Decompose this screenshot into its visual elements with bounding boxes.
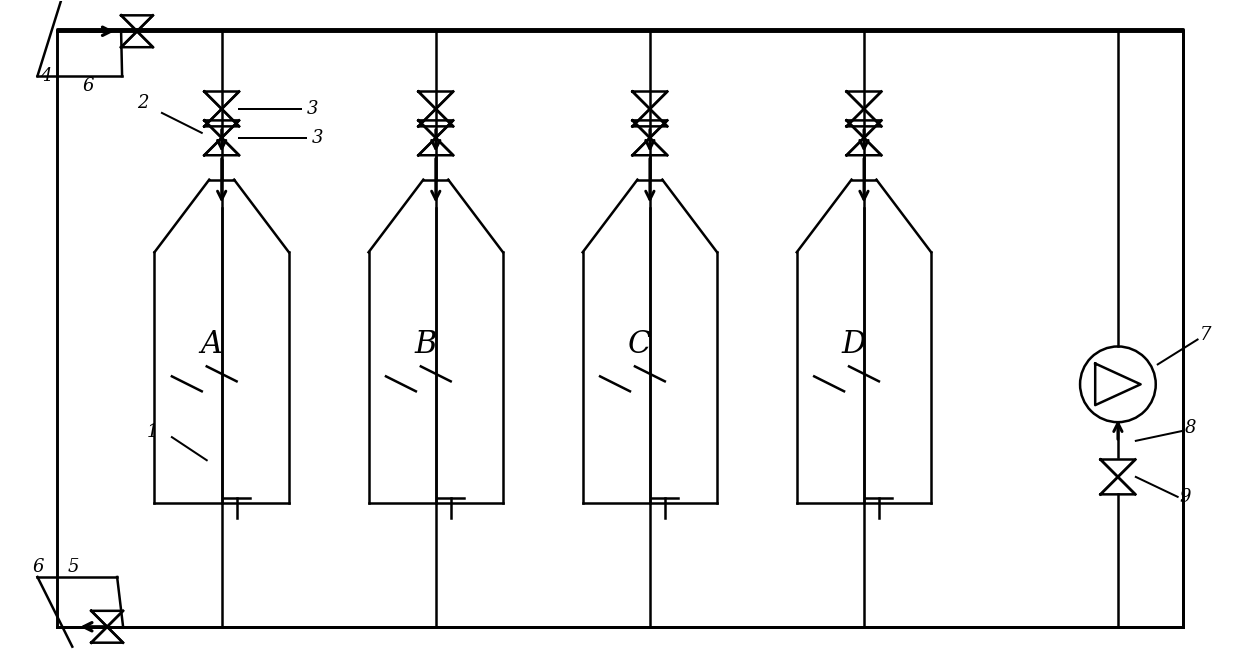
Text: 5: 5 [67, 558, 79, 576]
Text: 9: 9 [1179, 488, 1192, 506]
Text: 8: 8 [1184, 419, 1197, 437]
Text: A: A [201, 330, 223, 360]
Text: 4: 4 [41, 67, 52, 85]
Text: 7: 7 [1199, 326, 1211, 343]
Text: 2: 2 [138, 94, 149, 112]
Text: 6: 6 [82, 77, 94, 95]
Text: D: D [842, 330, 867, 360]
Text: C: C [629, 330, 651, 360]
Text: 6: 6 [32, 558, 43, 576]
Text: 1: 1 [148, 423, 159, 441]
Text: 3: 3 [311, 129, 322, 147]
Text: 3: 3 [306, 100, 317, 118]
Text: B: B [414, 330, 436, 360]
